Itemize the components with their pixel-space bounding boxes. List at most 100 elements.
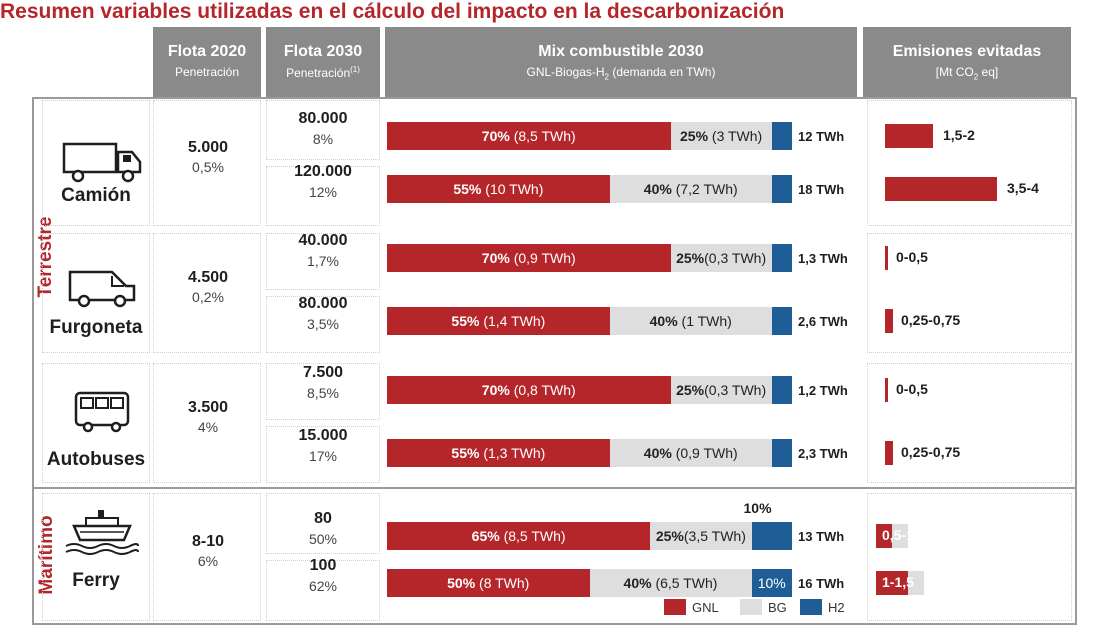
bar-segment-h2-pct: 10% bbox=[743, 500, 772, 516]
bar-segment-h2: 10% bbox=[751, 569, 792, 597]
bar-total: 12 TWh bbox=[798, 129, 845, 144]
bar-segment-bg-pct: 40% bbox=[643, 445, 672, 461]
emis-bar-value bbox=[885, 124, 933, 148]
flota-2030-penetration: 12% bbox=[308, 184, 338, 200]
emis-bar bbox=[885, 378, 901, 402]
bar-segment-gnl-pct: 55% bbox=[451, 313, 480, 329]
emis-bar bbox=[885, 441, 909, 465]
emis-box-0 bbox=[867, 100, 1072, 226]
emis-bar-value bbox=[885, 441, 893, 465]
emis-bar-value bbox=[876, 571, 908, 595]
bar-segment-gnl-twh: (8 TWh) bbox=[475, 575, 530, 591]
bar-segment-gnl: 70% (0,9 TWh) bbox=[387, 244, 671, 272]
header-flota-2020-title: Flota 2020 bbox=[167, 43, 247, 60]
bar-segment-gnl-twh: (1,4 TWh) bbox=[479, 313, 546, 329]
emis-label: 1-1,5 bbox=[882, 574, 914, 590]
flota2030-box-2-b bbox=[266, 426, 380, 483]
bar-segment-gnl-twh: (1,3 TWh) bbox=[479, 445, 546, 461]
flota2020-box-3 bbox=[153, 493, 261, 621]
bar-total: 2,6 TWh bbox=[798, 314, 848, 329]
flota-2020-cell: 5.000 0,5% bbox=[153, 139, 263, 175]
header-flota-2030-sub: Penetración bbox=[286, 66, 351, 80]
emis-bar bbox=[885, 124, 949, 148]
bar-segment-bg-pct: 40% bbox=[623, 575, 652, 591]
mix-bar: 55% (1,4 TWh) 40% (1 TWh) bbox=[387, 307, 792, 335]
legend-label: H2 bbox=[828, 600, 845, 615]
flota2030-box-1-b bbox=[266, 296, 380, 353]
header-emisiones-title: Emisiones evitadas bbox=[892, 43, 1042, 60]
bar-segment-gnl-twh: (8,5 TWh) bbox=[509, 128, 576, 144]
flota-2030-penetration: 1,7% bbox=[307, 253, 339, 269]
bar-segment-bg-twh: (0,9 TWh) bbox=[671, 445, 738, 461]
header-emisiones-sub-sub: 2 bbox=[973, 72, 979, 82]
bar-total: 13 TWh bbox=[798, 529, 845, 544]
bar-segment-bg: 40% (7,2 TWh) bbox=[609, 175, 772, 203]
bar-segment-bg: 25%(3,5 TWh) bbox=[650, 522, 752, 550]
bar-total: 18 TWh bbox=[798, 182, 845, 197]
emis-label: 0,25-0,75 bbox=[901, 444, 961, 460]
bar-segment-gnl: 55% (1,3 TWh) bbox=[387, 439, 610, 467]
bar-segment-h2 bbox=[771, 122, 792, 150]
header-emisiones: Emisiones evitadas [Mt CO2 eq] bbox=[863, 27, 1071, 97]
emis-bar-value bbox=[885, 246, 888, 270]
header-flota-2020: Flota 2020 Penetración bbox=[153, 27, 261, 97]
flota-2030-value: 120.000 bbox=[294, 163, 352, 180]
bar-segment-h2 bbox=[751, 522, 792, 550]
flota-2030-penetration: 17% bbox=[308, 448, 338, 464]
flota-2030-value: 80.000 bbox=[298, 295, 348, 312]
flota-2030-value: 80.000 bbox=[298, 110, 348, 127]
header-flota-2020-sub: Penetración bbox=[174, 65, 240, 79]
ferry-icon bbox=[65, 510, 139, 555]
flota2030-box-1-a bbox=[266, 233, 380, 290]
bar-segment-gnl-pct: 50% bbox=[447, 575, 476, 591]
frame-maritimo bbox=[32, 487, 1077, 625]
flota-2020-penetration: 4% bbox=[197, 419, 219, 435]
bar-segment-bg-twh: (0,3 TWh) bbox=[704, 250, 767, 266]
category-name: Ferry bbox=[72, 570, 120, 591]
bar-segment-bg: 40% (6,5 TWh) bbox=[589, 569, 752, 597]
cat-box-1 bbox=[42, 233, 150, 353]
emis-bar bbox=[876, 524, 908, 548]
legend-swatch bbox=[664, 599, 686, 615]
flota-2030-value: 100 bbox=[309, 557, 337, 574]
cat-box-0 bbox=[42, 100, 150, 226]
flota-2020-cell: 3.500 4% bbox=[153, 399, 263, 435]
header-mix-title: Mix combustible 2030 bbox=[538, 43, 704, 60]
truck-icon bbox=[62, 142, 142, 183]
flota-2020-penetration: 0,5% bbox=[192, 159, 224, 175]
bar-segment-h2 bbox=[771, 376, 792, 404]
bar-segment-bg-pct: 40% bbox=[643, 181, 672, 197]
flota-2020-cell: 8-10 6% bbox=[153, 533, 263, 569]
bar-segment-gnl: 65% (8,5 TWh) bbox=[387, 522, 651, 550]
bar-segment-bg-twh: (0,3 TWh) bbox=[704, 382, 767, 398]
header-emisiones-sub-post: eq] bbox=[978, 65, 999, 79]
flota2030-box-0-b bbox=[266, 166, 380, 226]
emis-bar-value bbox=[885, 309, 893, 333]
flota-2020-value: 3.500 bbox=[187, 399, 229, 416]
bar-segment-bg-twh: (3 TWh) bbox=[708, 128, 763, 144]
bar-segment-bg-pct: 40% bbox=[649, 313, 678, 329]
bar-segment-bg-pct: 25% bbox=[676, 250, 705, 266]
bar-segment-h2 bbox=[771, 307, 792, 335]
emis-label: 0,25-0,75 bbox=[901, 312, 961, 328]
emis-box-3 bbox=[867, 493, 1072, 621]
emis-box-1 bbox=[867, 233, 1072, 353]
mix-bar: 70% (0,8 TWh) 25%(0,3 TWh) bbox=[387, 376, 792, 404]
flota-2030-penetration: 8% bbox=[312, 131, 334, 147]
emis-bar bbox=[885, 309, 909, 333]
flota-2030-cell: 15.000 17% bbox=[269, 427, 377, 464]
mix-bar: 55% (1,3 TWh) 40% (0,9 TWh) bbox=[387, 439, 792, 467]
bar-segment-bg: 25% (3 TWh) bbox=[670, 122, 772, 150]
bar-segment-gnl-twh: (0,9 TWh) bbox=[509, 250, 576, 266]
emis-bar-value bbox=[885, 177, 997, 201]
page-title: Resumen variables utilizadas en el cálcu… bbox=[0, 0, 785, 23]
emis-bar-value bbox=[876, 524, 892, 548]
bus-icon bbox=[74, 391, 130, 433]
header-mix-sub-post: (demanda en TWh) bbox=[608, 65, 716, 79]
emis-bar bbox=[885, 246, 901, 270]
bar-segment-bg: 40% (0,9 TWh) bbox=[609, 439, 772, 467]
emis-label: 0-0,5 bbox=[896, 381, 928, 397]
header-mix-sub-sub: 2 bbox=[604, 72, 609, 82]
flota-2030-cell: 80.000 3,5% bbox=[269, 295, 377, 332]
flota-2030-cell: 80.000 8% bbox=[269, 110, 377, 147]
